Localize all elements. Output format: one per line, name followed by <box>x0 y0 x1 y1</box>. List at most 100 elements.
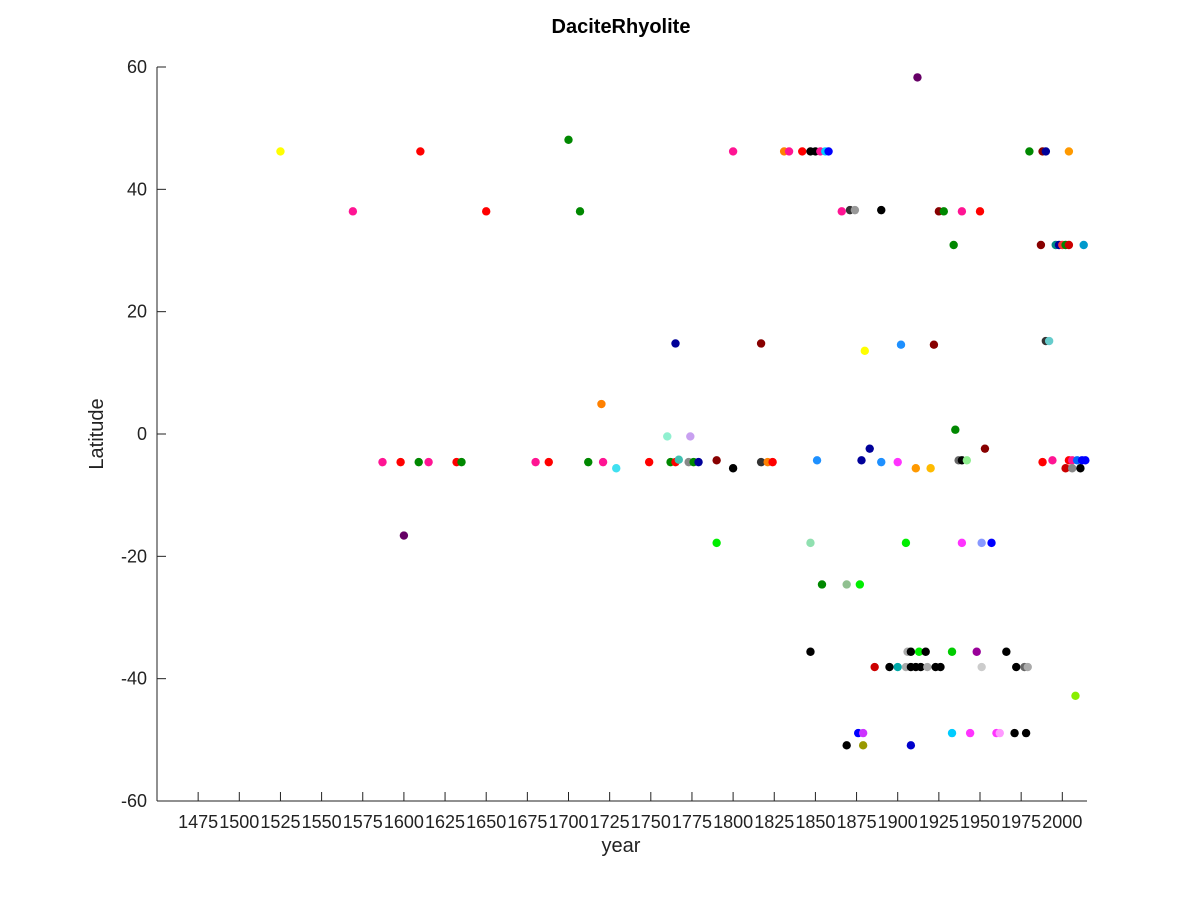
data-point <box>906 741 916 750</box>
data-point <box>987 538 996 548</box>
y-tick-label: 60 <box>127 57 147 77</box>
data-point <box>965 728 975 738</box>
data-point <box>575 207 585 216</box>
data-point <box>756 339 766 348</box>
x-tick-label: 1625 <box>425 812 465 832</box>
data-point <box>564 135 573 144</box>
data-point <box>975 207 985 216</box>
y-tick-label: 0 <box>137 424 147 444</box>
data-point <box>644 457 654 467</box>
x-tick-label: 1825 <box>754 812 794 832</box>
data-point <box>951 425 960 434</box>
data-point <box>1064 147 1074 156</box>
data-point <box>1076 464 1085 473</box>
data-point <box>348 207 358 216</box>
data-point <box>1010 728 1019 738</box>
data-point <box>929 340 939 349</box>
data-point <box>858 728 868 738</box>
data-point <box>598 457 608 467</box>
axes: -60 -40 -20 0 20 40 60 1475 1500 1525 1550 1575 1600… <box>121 57 1087 832</box>
x-tick-label: 1950 <box>960 812 1000 832</box>
data-point <box>936 662 945 672</box>
y-axis-label: Latitude <box>86 398 108 469</box>
data-point <box>980 444 990 453</box>
data-point <box>1036 240 1046 250</box>
data-point <box>921 647 930 656</box>
data-point <box>806 647 815 656</box>
data-point <box>1079 240 1088 250</box>
x-axis-label: year <box>602 835 641 857</box>
x-tick-label: 1725 <box>590 812 630 832</box>
data-point <box>712 538 721 548</box>
x-tick-label: 1925 <box>919 812 959 832</box>
data-point <box>396 457 405 467</box>
data-point <box>414 457 423 467</box>
data-point <box>457 457 466 467</box>
data-point <box>977 662 986 672</box>
data-point <box>995 728 1004 738</box>
data-point <box>728 464 738 473</box>
data-point <box>1038 457 1047 467</box>
data-point <box>584 457 593 467</box>
data-point <box>947 728 957 738</box>
data-point <box>901 538 911 548</box>
data-point <box>424 457 433 467</box>
data-point <box>712 456 721 465</box>
data-point <box>671 339 680 348</box>
data-point <box>544 457 553 467</box>
data-point <box>1012 662 1021 672</box>
x-tick-label: 1675 <box>507 812 547 832</box>
data-point <box>1023 662 1032 672</box>
data-point <box>768 457 777 467</box>
data-point <box>962 456 972 465</box>
data-point <box>972 647 981 656</box>
data-point <box>1041 147 1051 156</box>
data-point <box>1021 728 1031 738</box>
data-point <box>784 147 794 156</box>
data-point <box>1061 464 1070 473</box>
data-point <box>1002 647 1011 656</box>
x-tick-label: 1900 <box>878 812 918 832</box>
data-point <box>837 207 846 216</box>
x-tick-label: 1875 <box>837 812 877 832</box>
x-tick-label: 1850 <box>795 812 835 832</box>
data-point <box>674 455 683 464</box>
data-point <box>756 457 766 467</box>
data-point <box>923 662 932 672</box>
data-point <box>977 538 986 548</box>
data-point <box>914 647 924 656</box>
data-point <box>416 147 425 156</box>
data-point <box>663 432 672 441</box>
data-point <box>531 457 540 467</box>
y-tick-label: 40 <box>127 179 147 199</box>
data-point <box>860 346 869 356</box>
data-point <box>939 207 948 216</box>
data-point <box>947 647 957 656</box>
data-point <box>842 741 851 750</box>
y-tick-label: -20 <box>121 546 147 566</box>
data-point <box>276 147 285 156</box>
x-tick-label: 1650 <box>466 812 506 832</box>
data-point <box>694 457 703 467</box>
data-point <box>1071 691 1080 700</box>
data-point <box>798 147 807 156</box>
x-tick-label: 1750 <box>631 812 671 832</box>
data-point <box>870 662 879 672</box>
data-point <box>877 457 886 467</box>
x-tick-label: 1800 <box>713 812 753 832</box>
data-point <box>812 456 822 465</box>
data-point <box>957 538 967 548</box>
data-point <box>817 580 827 589</box>
x-tick-label: 1775 <box>672 812 712 832</box>
data-point <box>916 662 925 672</box>
data-point <box>850 205 860 215</box>
x-tick-label: 1500 <box>219 812 259 832</box>
data-point <box>1048 456 1057 465</box>
x-tick-label: 1525 <box>260 812 300 832</box>
x-tick-label: 1575 <box>343 812 383 832</box>
data-point <box>893 457 902 467</box>
y-tick-label: -40 <box>121 669 147 689</box>
data-point <box>913 73 922 82</box>
data-point <box>399 531 409 540</box>
